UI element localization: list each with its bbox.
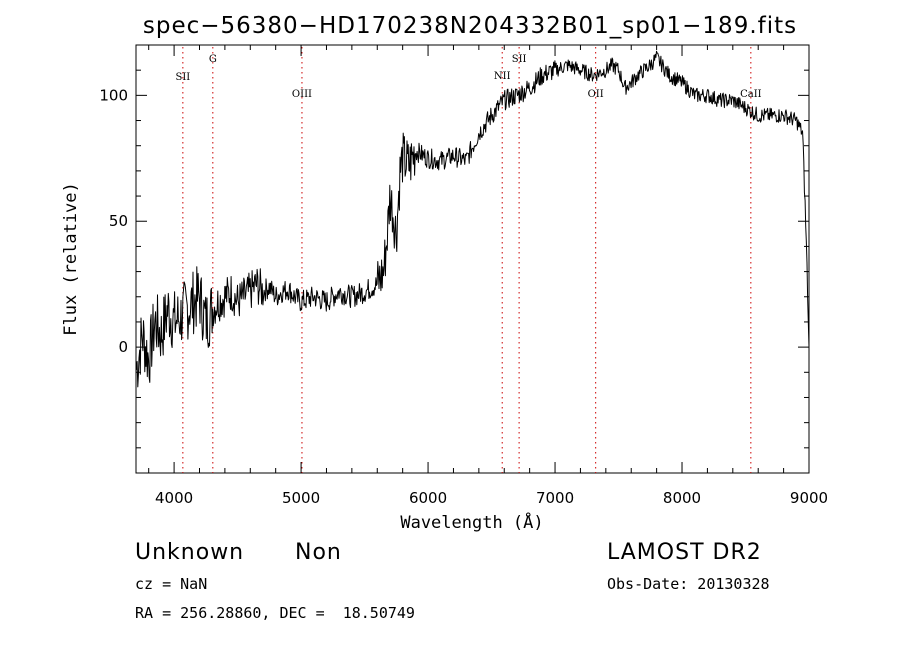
y-tick-label: 50 — [109, 212, 128, 230]
marker-label: SII — [175, 72, 190, 83]
object-class: Unknown — [135, 540, 245, 565]
spectrum-series — [136, 50, 810, 388]
x-axis-label: Wavelength (Å) — [400, 511, 543, 533]
observation-date: Obs-Date: 20130328 — [607, 575, 770, 593]
marker-label: OII — [588, 89, 604, 100]
x-tick-label: 5000 — [282, 489, 320, 507]
redshift-cz: cz = NaN — [135, 575, 208, 593]
x-tick-label: 9000 — [790, 489, 828, 507]
y-axis-label: Flux (relative) — [61, 182, 81, 336]
marker-label: NII — [494, 71, 511, 82]
x-tick-label: 6000 — [409, 489, 447, 507]
marker-label: CaII — [740, 89, 762, 100]
x-tick-label: 4000 — [155, 489, 193, 507]
y-tick-label: 0 — [118, 338, 128, 356]
spectrum-line — [136, 50, 810, 388]
chart-title: spec−56380−HD170238N204332B01_sp01−189.f… — [143, 13, 797, 39]
survey-name: LAMOST DR2 — [607, 540, 762, 565]
marker-label: SII — [512, 54, 527, 65]
plot-frame — [135, 44, 810, 474]
y-tick-label: 100 — [99, 86, 128, 104]
object-subclass: Non — [295, 540, 342, 565]
coordinates: RA = 256.28860, DEC = 18.50749 — [135, 604, 415, 622]
marker-label: OIII — [292, 89, 312, 100]
x-tick-label: 8000 — [663, 489, 701, 507]
marker-label: G — [209, 54, 217, 65]
axis-ticks: 4000 5000 6000 7000 8000 9000 0 50 100 — [99, 44, 828, 507]
x-tick-label: 7000 — [536, 489, 574, 507]
